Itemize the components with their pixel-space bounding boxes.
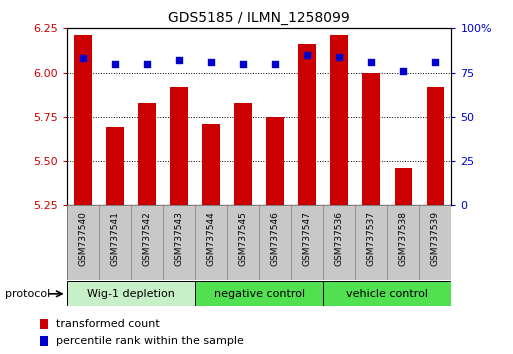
- Point: [207, 59, 215, 65]
- Point: [239, 61, 247, 67]
- Text: GSM737536: GSM737536: [334, 211, 344, 266]
- Bar: [106, 127, 124, 205]
- Bar: [323, 205, 355, 280]
- Bar: [74, 35, 91, 205]
- Bar: [67, 205, 98, 280]
- Bar: [330, 35, 348, 205]
- Bar: [427, 87, 444, 205]
- Bar: [202, 124, 220, 205]
- Text: transformed count: transformed count: [55, 319, 160, 329]
- Text: Wig-1 depletion: Wig-1 depletion: [87, 289, 175, 299]
- Text: GSM737543: GSM737543: [174, 211, 184, 266]
- Bar: [363, 73, 380, 205]
- Point: [175, 57, 183, 63]
- Bar: [291, 205, 323, 280]
- Bar: [195, 205, 227, 280]
- Bar: [387, 205, 420, 280]
- Bar: [98, 205, 131, 280]
- Bar: [355, 205, 387, 280]
- Point: [111, 61, 119, 67]
- Bar: [170, 87, 188, 205]
- Bar: [163, 205, 195, 280]
- Bar: [40, 336, 48, 346]
- Bar: [266, 117, 284, 205]
- Text: GSM737542: GSM737542: [142, 211, 151, 266]
- Bar: [67, 281, 195, 306]
- Text: GSM737537: GSM737537: [367, 211, 376, 266]
- Point: [367, 59, 376, 65]
- Point: [78, 56, 87, 61]
- Bar: [138, 103, 155, 205]
- Bar: [299, 44, 316, 205]
- Text: GSM737547: GSM737547: [303, 211, 312, 266]
- Text: GSM737539: GSM737539: [431, 211, 440, 266]
- Point: [271, 61, 279, 67]
- Bar: [234, 103, 252, 205]
- Text: GSM737545: GSM737545: [239, 211, 248, 266]
- Bar: [394, 168, 412, 205]
- Bar: [259, 205, 291, 280]
- Text: percentile rank within the sample: percentile rank within the sample: [55, 336, 244, 346]
- Text: GSM737546: GSM737546: [270, 211, 280, 266]
- Point: [335, 54, 343, 59]
- Bar: [420, 205, 451, 280]
- Text: GSM737540: GSM737540: [78, 211, 87, 266]
- Text: vehicle control: vehicle control: [346, 289, 428, 299]
- Bar: [195, 281, 323, 306]
- Bar: [40, 319, 48, 329]
- Point: [431, 59, 440, 65]
- Text: negative control: negative control: [213, 289, 305, 299]
- Text: protocol: protocol: [5, 289, 50, 299]
- Text: GSM737538: GSM737538: [399, 211, 408, 266]
- Title: GDS5185 / ILMN_1258099: GDS5185 / ILMN_1258099: [168, 11, 350, 24]
- Point: [143, 61, 151, 67]
- Text: GSM737544: GSM737544: [206, 211, 215, 266]
- Point: [303, 52, 311, 58]
- Text: GSM737541: GSM737541: [110, 211, 120, 266]
- Bar: [131, 205, 163, 280]
- Bar: [227, 205, 259, 280]
- Bar: [323, 281, 451, 306]
- Point: [399, 68, 407, 74]
